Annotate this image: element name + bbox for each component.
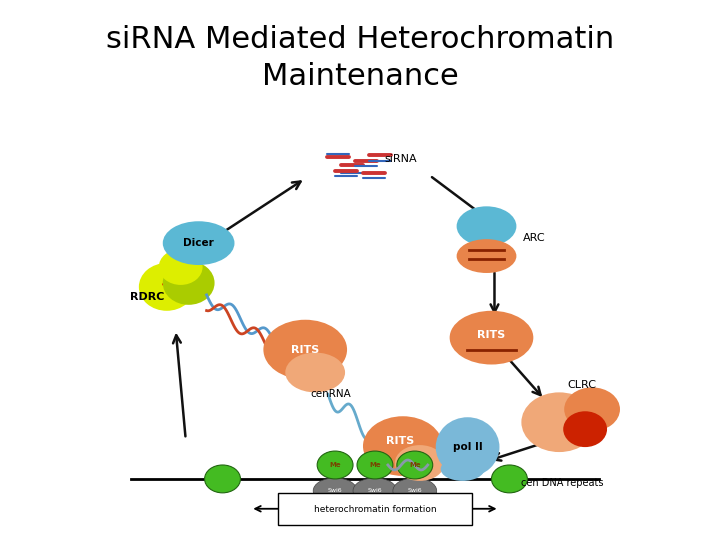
Ellipse shape: [521, 393, 597, 452]
Text: Me: Me: [329, 462, 341, 468]
Text: Me: Me: [409, 462, 420, 468]
Text: CLRC: CLRC: [567, 380, 597, 390]
Ellipse shape: [204, 465, 240, 493]
Text: Swi6: Swi6: [368, 488, 382, 494]
Text: RITS: RITS: [291, 345, 320, 355]
Text: Dicer: Dicer: [184, 238, 214, 248]
Text: cenRNA: cenRNA: [310, 389, 351, 400]
Ellipse shape: [318, 451, 353, 479]
Ellipse shape: [564, 387, 620, 431]
Ellipse shape: [456, 239, 516, 273]
Ellipse shape: [313, 478, 357, 504]
Ellipse shape: [492, 465, 527, 493]
Ellipse shape: [395, 445, 445, 481]
Ellipse shape: [363, 416, 443, 476]
Text: Me: Me: [369, 462, 381, 468]
Ellipse shape: [159, 249, 202, 285]
Ellipse shape: [456, 206, 516, 246]
Ellipse shape: [563, 411, 607, 447]
Text: RITS: RITS: [477, 329, 505, 340]
Ellipse shape: [393, 478, 437, 504]
Text: RDRC: RDRC: [130, 292, 164, 302]
Ellipse shape: [353, 478, 397, 504]
Text: Swi6: Swi6: [408, 488, 422, 494]
Text: heterochromatin formation: heterochromatin formation: [314, 505, 436, 514]
Ellipse shape: [163, 261, 215, 305]
Text: cen DNA repeats: cen DNA repeats: [521, 478, 604, 488]
Text: RITS: RITS: [386, 436, 414, 446]
Ellipse shape: [139, 263, 194, 311]
Ellipse shape: [163, 221, 235, 265]
Text: siRNA Mediated Heterochromatin: siRNA Mediated Heterochromatin: [106, 25, 614, 53]
Text: Swi6: Swi6: [328, 488, 343, 494]
Ellipse shape: [264, 320, 347, 380]
Text: Maintenance: Maintenance: [261, 62, 459, 91]
Text: siRNA: siRNA: [385, 153, 418, 164]
Text: ARC: ARC: [523, 233, 546, 243]
Ellipse shape: [357, 451, 393, 479]
Ellipse shape: [397, 451, 433, 479]
Ellipse shape: [436, 417, 500, 477]
Ellipse shape: [450, 311, 534, 364]
Ellipse shape: [441, 457, 485, 481]
FancyBboxPatch shape: [279, 493, 472, 525]
Text: pol II: pol II: [453, 442, 482, 452]
Ellipse shape: [285, 353, 345, 393]
